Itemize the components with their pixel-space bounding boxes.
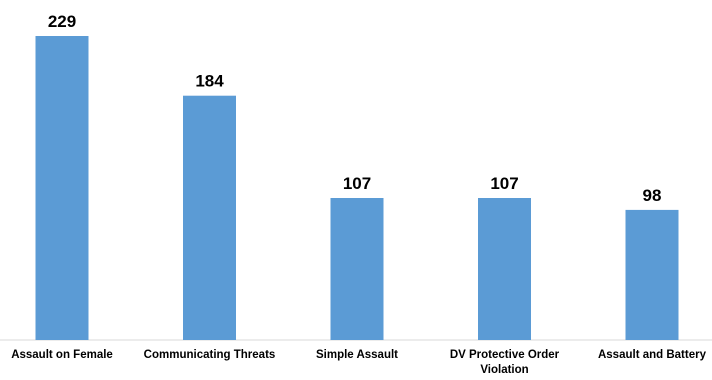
category-label-3-line-1: Violation [480, 364, 528, 376]
value-label-2: 107 [343, 174, 371, 193]
category-label-3: DV Protective Order Violation [450, 349, 560, 376]
category-label-0: Assault on Female [11, 349, 113, 361]
category-label-1-line-0: Communicating Threats [144, 349, 276, 361]
bars-group [35, 36, 679, 340]
category-label-4-line-0: Assault and Battery [598, 349, 707, 361]
bar-4 [625, 209, 679, 340]
bar-0 [35, 36, 89, 340]
value-label-1: 184 [195, 72, 224, 91]
category-label-2-line-0: Simple Assault [316, 349, 398, 361]
value-label-3: 107 [490, 174, 518, 193]
bar-2 [330, 198, 384, 340]
category-label-3-line-0: DV Protective Order [450, 349, 560, 361]
category-label-1: Communicating Threats [144, 349, 276, 361]
bar-1 [183, 95, 236, 340]
value-label-0: 229 [48, 12, 76, 31]
bar-3 [478, 198, 531, 340]
category-label-0-line-0: Assault on Female [11, 349, 113, 361]
category-labels-group: Assault on Female Communicating Threats Si… [11, 349, 706, 376]
category-label-4: Assault and Battery [598, 349, 707, 361]
value-labels-group: 229 184 107 107 98 [48, 12, 662, 205]
category-label-2: Simple Assault [316, 349, 398, 361]
value-label-4: 98 [643, 186, 662, 205]
